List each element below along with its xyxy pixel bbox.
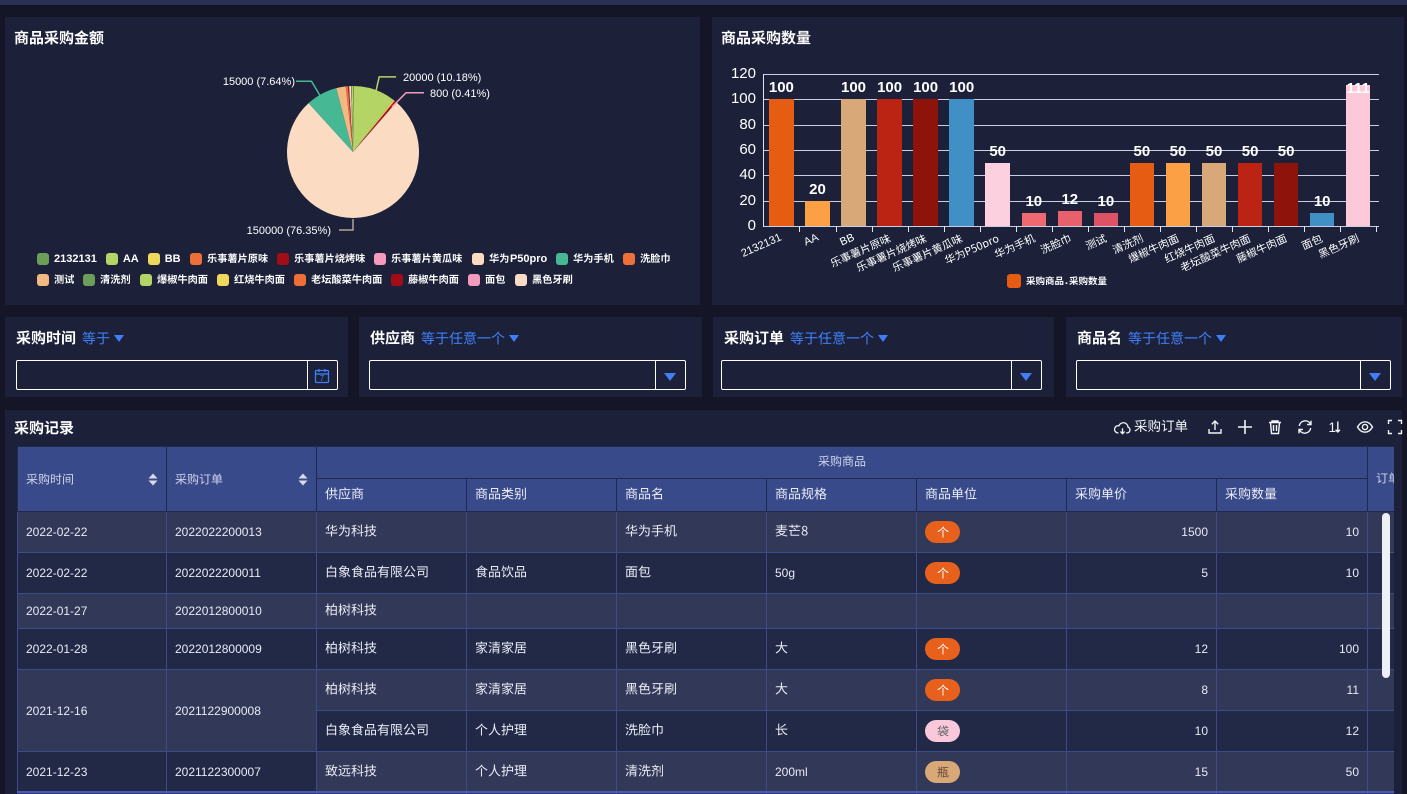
svg-text:7: 7 [320,374,325,383]
svg-text:1: 1 [1329,420,1337,435]
svg-text:15000 (7.64%): 15000 (7.64%) [223,76,295,88]
svg-text:800 (0.41%): 800 (0.41%) [430,88,490,100]
svg-text:20000 (10.18%): 20000 (10.18%) [403,72,481,84]
svg-text:150000 (76.35%): 150000 (76.35%) [247,225,331,237]
